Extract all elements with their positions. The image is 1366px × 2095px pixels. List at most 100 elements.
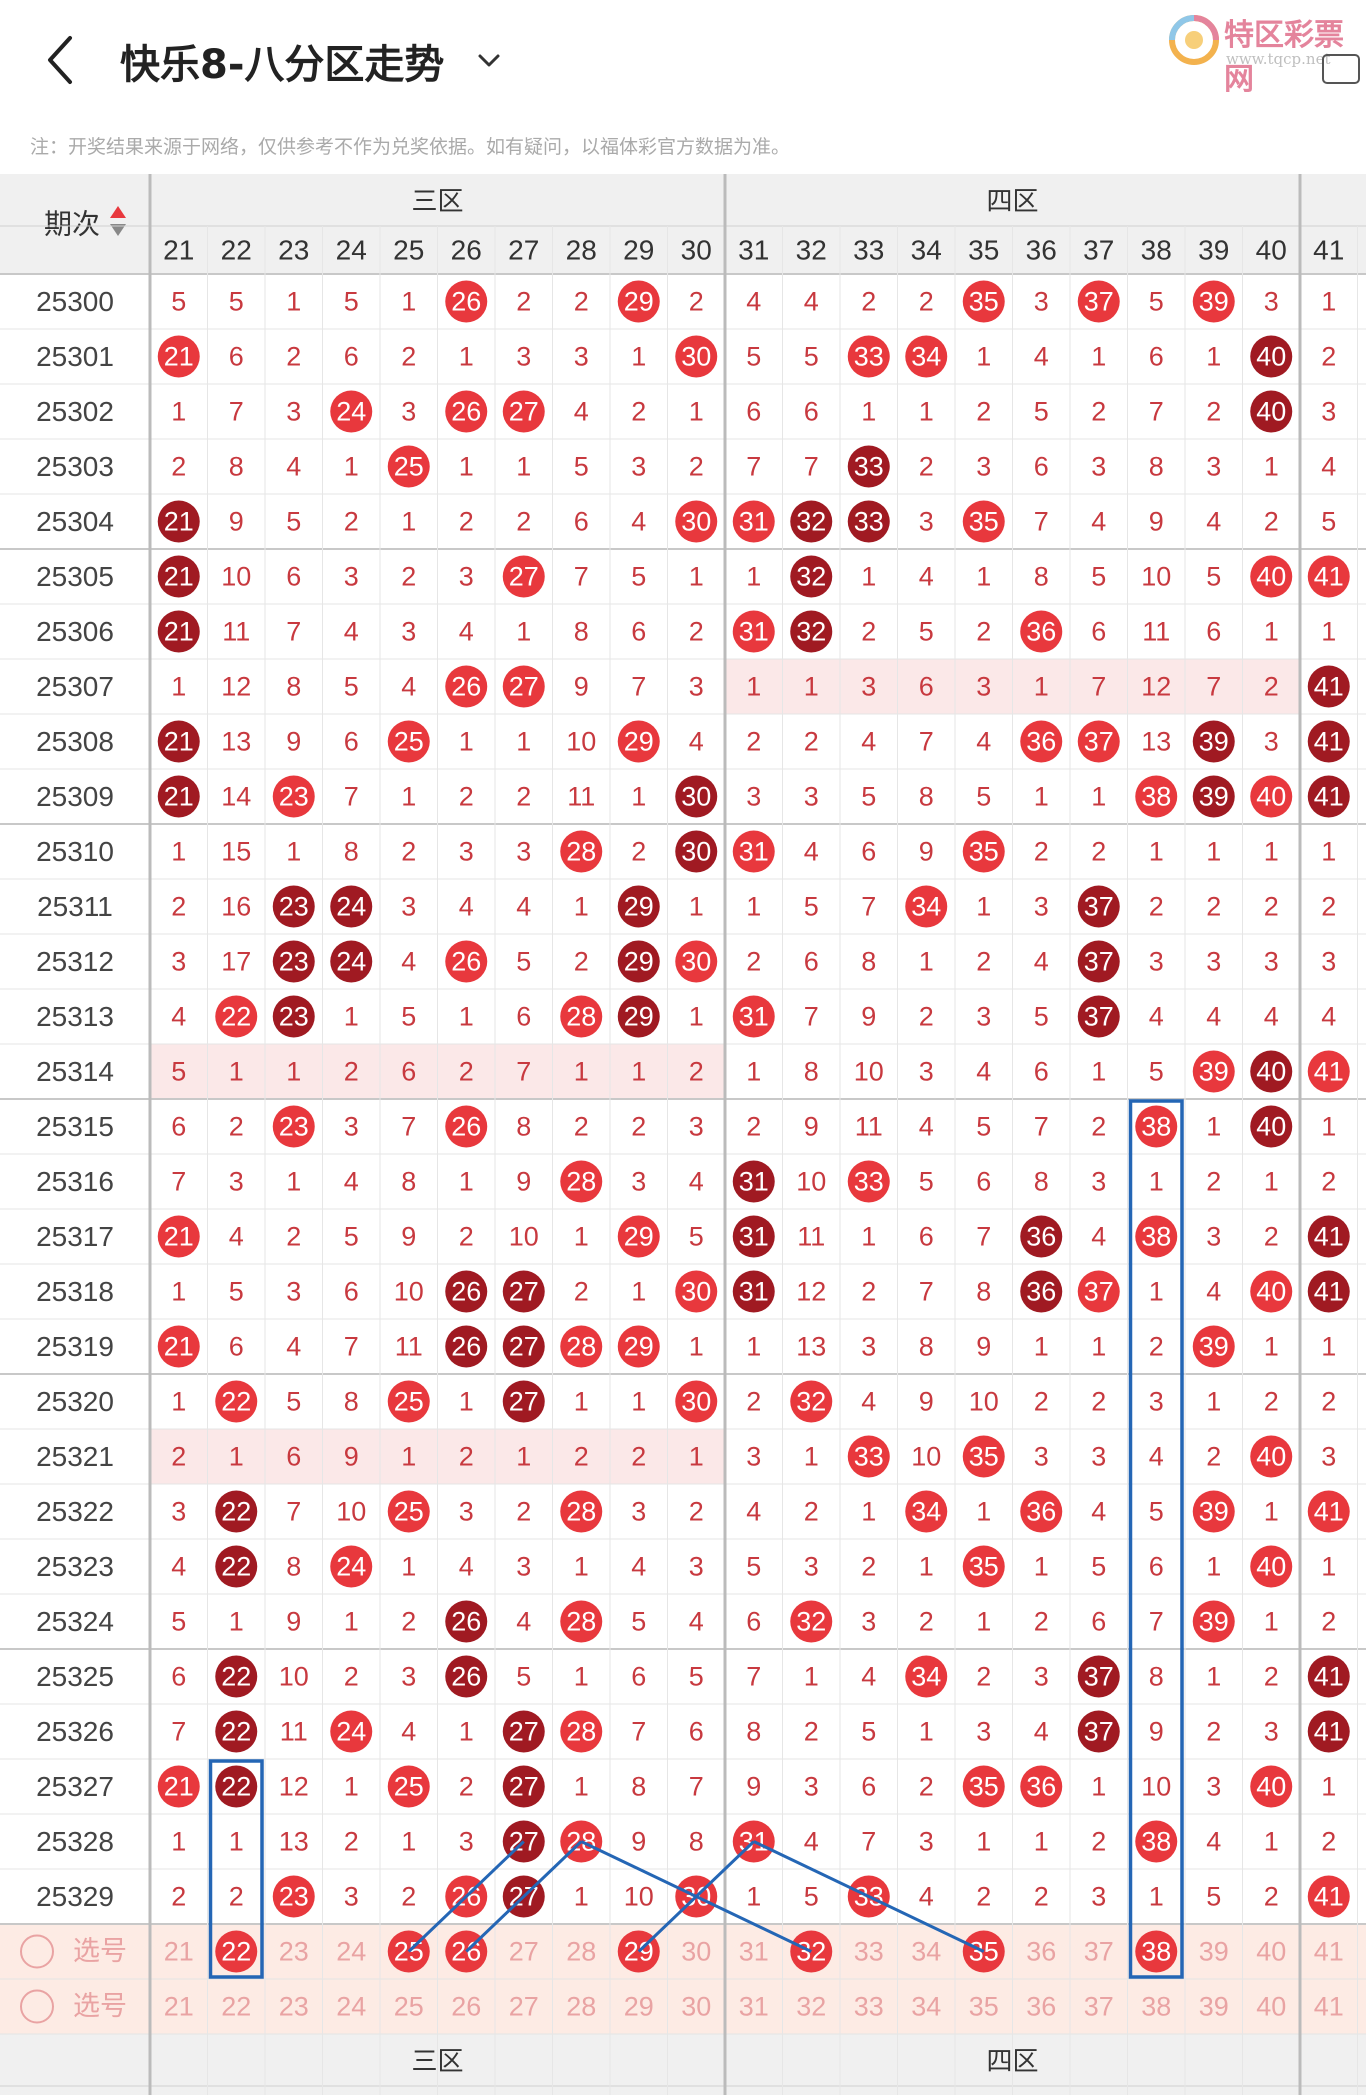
- select-number[interactable]: 40: [1256, 1937, 1286, 1967]
- omission-value: 2: [516, 287, 531, 317]
- omission-value: 3: [689, 1552, 704, 1582]
- select-radio[interactable]: [20, 1989, 54, 2024]
- select-number[interactable]: 34: [911, 1937, 941, 1967]
- omission-value: 2: [976, 397, 991, 427]
- select-number[interactable]: 30: [681, 1937, 711, 1967]
- select-number[interactable]: 37: [1084, 1992, 1114, 2022]
- omission-value: 3: [1264, 287, 1279, 317]
- omission-value: 5: [229, 1277, 244, 1307]
- omission-value: 6: [804, 947, 819, 977]
- hit-ball: [330, 885, 373, 928]
- select-number[interactable]: 24: [336, 1992, 366, 2022]
- select-number[interactable]: 23: [279, 1992, 309, 2022]
- hit-ball-number: 27: [509, 1387, 539, 1417]
- select-number[interactable]: 32: [796, 1992, 826, 2022]
- omission-value: 13: [221, 727, 251, 757]
- select-number[interactable]: 26: [451, 1992, 481, 2022]
- hit-ball: [617, 885, 660, 928]
- select-number[interactable]: 21: [164, 1937, 194, 1967]
- omission-value: 2: [344, 1827, 359, 1857]
- select-number[interactable]: 27: [509, 1937, 539, 1967]
- hit-ball-number: 41: [1314, 1057, 1344, 1087]
- page-title[interactable]: 快乐8-八分区走势: [120, 42, 445, 88]
- hit-ball-number: 37: [1084, 1662, 1114, 1692]
- hit-ball: [675, 335, 718, 378]
- select-number[interactable]: 31: [739, 1937, 769, 1967]
- omission-value: 4: [861, 727, 876, 757]
- omission-value: 4: [804, 1827, 819, 1857]
- omission-value: 3: [286, 1277, 301, 1307]
- hit-ball-number: 34: [911, 892, 941, 922]
- back-arrow-icon[interactable]: [40, 30, 84, 90]
- sort-down-icon[interactable]: [110, 224, 126, 236]
- omission-value: 2: [919, 1607, 934, 1637]
- hit-ball: [675, 1380, 718, 1423]
- select-number[interactable]: 27: [509, 1992, 539, 2022]
- select-ball[interactable]: [1135, 1930, 1178, 1973]
- period-header[interactable]: 期次: [44, 208, 100, 241]
- select-number[interactable]: 39: [1199, 1992, 1229, 2022]
- select-radio[interactable]: [20, 1934, 54, 1969]
- omission-value: 2: [976, 1662, 991, 1692]
- omission-value: 3: [286, 397, 301, 427]
- select-number[interactable]: 23: [279, 1937, 309, 1967]
- hit-ball-number: 37: [1084, 727, 1114, 757]
- chevron-down-icon[interactable]: [474, 46, 504, 76]
- omission-value: 3: [689, 1112, 704, 1142]
- select-number[interactable]: 22: [221, 1992, 251, 2022]
- select-number[interactable]: 28: [566, 1937, 596, 1967]
- omission-value: 1: [1321, 287, 1336, 317]
- hit-ball: [905, 1490, 948, 1533]
- select-number[interactable]: 39: [1199, 1937, 1229, 1967]
- omission-value: 1: [286, 837, 301, 867]
- omission-value: 7: [919, 1277, 934, 1307]
- hit-ball-number: 34: [911, 342, 941, 372]
- select-number[interactable]: 21: [164, 1992, 194, 2022]
- hit-ball-number: 28: [566, 1607, 596, 1637]
- hit-ball-number: 28: [566, 1167, 596, 1197]
- select-number[interactable]: 31: [739, 1992, 769, 2022]
- hit-ball-number: 25: [394, 727, 424, 757]
- column-number-header: 38: [1141, 235, 1172, 266]
- omission-value: 3: [1091, 452, 1106, 482]
- select-number[interactable]: 28: [566, 1992, 596, 2022]
- omission-value: 1: [574, 892, 589, 922]
- select-ball-number[interactable]: 22: [221, 1937, 251, 1967]
- omission-value: 1: [401, 507, 416, 537]
- omission-value: 2: [229, 1882, 244, 1912]
- hit-ball: [272, 1105, 315, 1148]
- select-number[interactable]: 36: [1026, 1937, 1056, 1967]
- hit-ball-number: 40: [1256, 1772, 1286, 1802]
- select-number[interactable]: 41: [1314, 1937, 1344, 1967]
- select-number[interactable]: 30: [681, 1992, 711, 2022]
- column-number-header: 26: [451, 235, 482, 266]
- omission-value: 1: [1091, 782, 1106, 812]
- select-ball-number[interactable]: 38: [1141, 1937, 1171, 1967]
- select-number[interactable]: 25: [394, 1992, 424, 2022]
- hit-ball: [675, 1270, 718, 1313]
- select-number[interactable]: 36: [1026, 1992, 1056, 2022]
- hit-ball-number: 39: [1199, 782, 1229, 812]
- omission-value: 1: [976, 1607, 991, 1637]
- hit-ball: [1250, 1435, 1293, 1478]
- select-number[interactable]: 40: [1256, 1992, 1286, 2022]
- select-number[interactable]: 38: [1141, 1992, 1171, 2022]
- select-ball[interactable]: [215, 1930, 258, 1973]
- sort-up-icon[interactable]: [110, 206, 126, 218]
- period-label: 25327: [36, 1771, 114, 1802]
- hit-ball: [560, 1160, 603, 1203]
- omission-value: 5: [1149, 1497, 1164, 1527]
- select-number[interactable]: 35: [969, 1992, 999, 2022]
- select-number[interactable]: 34: [911, 1992, 941, 2022]
- select-number[interactable]: 37: [1084, 1937, 1114, 1967]
- omission-value: 1: [1091, 342, 1106, 372]
- select-number[interactable]: 24: [336, 1937, 366, 1967]
- select-number[interactable]: 29: [624, 1992, 654, 2022]
- omission-value: 2: [976, 1882, 991, 1912]
- hit-ball-number: 24: [336, 1552, 366, 1582]
- select-number[interactable]: 41: [1314, 1992, 1344, 2022]
- select-number[interactable]: 33: [854, 1992, 884, 2022]
- minimize-window-icon[interactable]: [1322, 54, 1360, 84]
- omission-value: 2: [689, 617, 704, 647]
- select-number[interactable]: 33: [854, 1937, 884, 1967]
